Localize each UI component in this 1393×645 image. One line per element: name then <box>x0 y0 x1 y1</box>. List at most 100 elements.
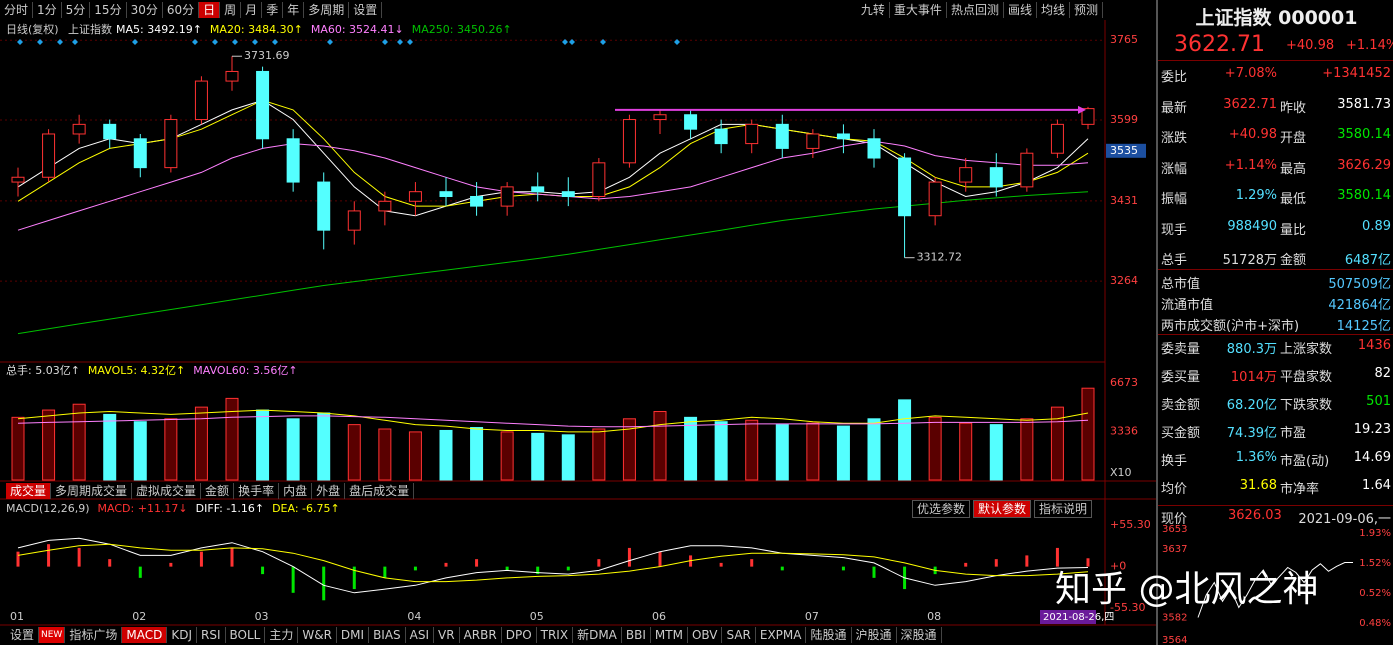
candle-body <box>42 133 56 178</box>
volume-bar <box>347 424 361 481</box>
tab[interactable]: 1分 <box>33 2 62 18</box>
tab[interactable]: 内盘 <box>279 483 313 499</box>
tool-button[interactable]: 九转 <box>857 2 890 18</box>
tab[interactable]: 年 <box>283 2 305 18</box>
volume-bar <box>867 418 881 481</box>
volume-bar <box>1050 406 1064 481</box>
tab[interactable]: EXPMA <box>756 627 807 643</box>
macd-bar <box>750 559 754 567</box>
tab[interactable]: 多周期 <box>304 2 350 18</box>
macd-bar <box>1025 555 1029 567</box>
tab[interactable]: BBI <box>622 627 651 643</box>
tab[interactable]: 5分 <box>62 2 91 18</box>
tab[interactable]: 15分 <box>90 2 127 18</box>
x-tick-label: 05 <box>530 610 544 623</box>
mini-chart: 3653 3637 3582 3564 1.93% 1.52% 0.52% 0.48% <box>1162 525 1391 645</box>
candle-body <box>11 176 25 183</box>
macd-bar <box>47 544 51 567</box>
volume-bar <box>317 412 331 481</box>
tool-button[interactable]: 均线 <box>1037 2 1070 18</box>
tab[interactable]: 优选参数 <box>912 500 971 518</box>
tab[interactable]: 虚拟成交量 <box>132 483 202 499</box>
tab[interactable]: BIAS <box>369 627 406 643</box>
tab[interactable]: 换手率 <box>234 483 280 499</box>
tab[interactable]: ARBR <box>460 627 502 643</box>
tab[interactable]: NEW <box>39 627 66 643</box>
macd-line <box>17 543 1089 583</box>
tab[interactable]: 新DMA <box>573 627 622 643</box>
field-label: 涨跌 <box>1161 131 1188 146</box>
tab[interactable]: 60分 <box>163 2 200 18</box>
field-label: 平盘家数 <box>1280 370 1333 385</box>
tab[interactable]: 30分 <box>127 2 163 18</box>
tab[interactable]: 深股通 <box>897 627 942 643</box>
macd-bar <box>138 566 142 578</box>
candle-body <box>653 114 667 121</box>
field-value: 6487亿 <box>1344 253 1391 268</box>
x-tick-label: 06 <box>652 610 666 623</box>
tab[interactable]: BOLL <box>226 627 266 643</box>
tab[interactable]: 金额 <box>201 483 235 499</box>
tab[interactable]: 季 <box>262 2 284 18</box>
volume-bar <box>928 416 942 481</box>
volume-bar <box>714 421 728 481</box>
candle-body <box>470 195 484 207</box>
tab[interactable]: VR <box>434 627 460 643</box>
tab[interactable]: SAR <box>722 627 756 643</box>
volume-bar <box>775 424 789 481</box>
tab[interactable]: 成交量 <box>6 483 52 499</box>
tool-button[interactable]: 预测 <box>1070 2 1103 18</box>
current-marker <box>1106 143 1146 158</box>
tool-button[interactable]: 热点回测 <box>947 2 1004 18</box>
volume-bar <box>72 403 86 481</box>
tab[interactable]: 外盘 <box>312 483 346 499</box>
tab[interactable]: OBV <box>688 627 723 643</box>
tab[interactable]: 设置 <box>349 2 383 18</box>
tab[interactable]: 设置 <box>6 627 40 643</box>
quote-change-pct: +1.14% <box>1346 38 1393 53</box>
y-tick-label: +55.30 <box>1110 518 1151 531</box>
event-marker <box>562 39 568 45</box>
tab[interactable]: 月 <box>241 2 263 18</box>
tab[interactable]: W&R <box>298 627 337 643</box>
tab[interactable]: DMI <box>337 627 370 643</box>
volume-bar <box>989 424 1003 481</box>
tab[interactable]: 日 <box>199 2 221 18</box>
tab[interactable]: 周 <box>220 2 242 18</box>
field-value: 3580.14 <box>1337 127 1391 142</box>
tab[interactable]: ASI <box>406 627 435 643</box>
indicator-title: MACD(12,26,9) <box>6 502 90 515</box>
tab[interactable]: 分时 <box>0 2 34 18</box>
tab[interactable]: MACD <box>122 627 168 643</box>
tab[interactable]: DPO <box>502 627 537 643</box>
candle-body <box>836 133 850 140</box>
y-tick-label: -55.30 <box>1110 601 1145 614</box>
legend-entry: MA20: 3484.30↑ <box>210 23 303 36</box>
candle-body <box>1081 108 1095 125</box>
tab[interactable]: 指标说明 <box>1034 500 1093 518</box>
tab[interactable]: 指标广场 <box>65 627 123 643</box>
tab[interactable]: MTM <box>651 627 688 643</box>
tab[interactable]: KDJ <box>167 627 197 643</box>
tool-button[interactable]: 画线 <box>1004 2 1037 18</box>
volume-bar <box>561 434 575 481</box>
macd-bar <box>322 566 326 601</box>
tab[interactable]: RSI <box>197 627 226 643</box>
tab[interactable]: 主力 <box>265 627 299 643</box>
tab[interactable]: 陆股通 <box>806 627 852 643</box>
field-label: 金额 <box>1280 253 1307 268</box>
event-marker <box>569 39 575 45</box>
field-label: 市净率 <box>1280 482 1320 497</box>
tab[interactable]: 盘后成交量 <box>345 483 415 499</box>
tab[interactable]: 沪股通 <box>852 627 897 643</box>
tab[interactable]: 默认参数 <box>973 500 1032 518</box>
field-value: 1014万 <box>1230 370 1277 385</box>
macd-bar <box>77 547 81 567</box>
index-name: 上证指数 <box>68 22 112 36</box>
tab[interactable]: TRIX <box>537 627 574 643</box>
macd-bar <box>1055 547 1059 567</box>
tool-button[interactable]: 重大事件 <box>890 2 947 18</box>
field-label: 市盈(动) <box>1280 454 1330 469</box>
tab[interactable]: 多周期成交量 <box>51 483 133 499</box>
field-label: 换手 <box>1161 454 1188 469</box>
